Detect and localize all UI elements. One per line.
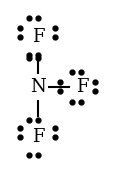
Text: N: N xyxy=(30,78,45,96)
Text: F: F xyxy=(32,128,44,146)
Text: F: F xyxy=(75,78,87,96)
Text: F: F xyxy=(32,28,44,46)
